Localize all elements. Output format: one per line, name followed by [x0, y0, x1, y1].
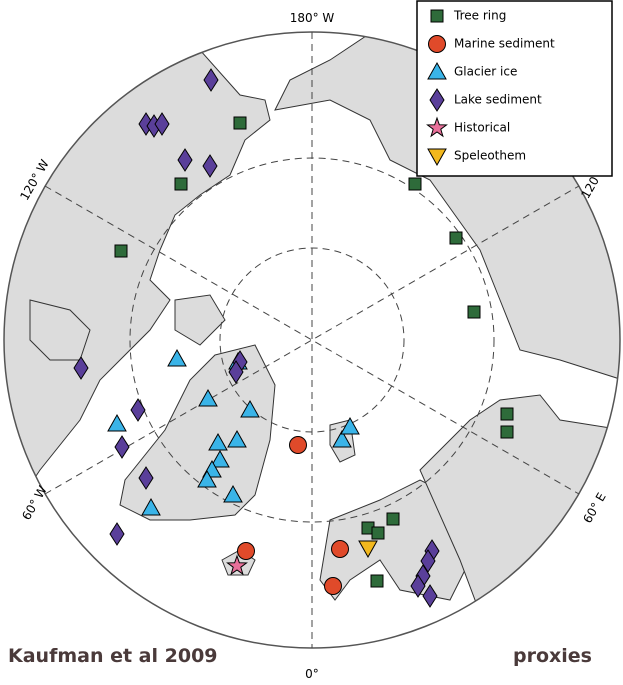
- lake-sediment-marker: [138, 466, 154, 490]
- glacier-ice-marker: [107, 413, 127, 432]
- caption: proxies: [513, 645, 592, 667]
- glacier-ice-marker: [208, 432, 228, 451]
- marine-sediment-marker: [428, 35, 446, 53]
- lake-sediment-marker: [429, 88, 445, 112]
- lake-sediment-marker: [154, 112, 170, 136]
- glacier-ice-marker: [332, 429, 352, 448]
- marine-sediment-marker: [237, 542, 255, 560]
- tree-ring-marker: [233, 116, 247, 130]
- glacier-ice-marker: [340, 416, 360, 435]
- lake-sediment-marker: [202, 154, 218, 178]
- historical-marker: [226, 554, 248, 576]
- marine-sediment-marker: [331, 540, 349, 558]
- tree-ring-marker: [500, 425, 514, 439]
- legend: Tree ring Marine sediment Glacier ice Lake …: [416, 0, 613, 177]
- lon-label: 60° W: [19, 483, 50, 522]
- tree-ring-marker: [371, 526, 385, 540]
- legend-label: Tree ring: [453, 9, 506, 23]
- glacier-ice-marker: [210, 449, 230, 468]
- marine-sediment-marker: [324, 577, 342, 595]
- glacier-ice-marker: [223, 484, 243, 503]
- lake-sediment-marker: [410, 574, 426, 598]
- credit: Kaufman et al 2009: [8, 645, 218, 667]
- tree-ring-marker: [386, 512, 400, 526]
- glacier-ice-marker: [427, 61, 447, 80]
- legend-label: Speleothem: [454, 149, 526, 163]
- tree-ring-marker: [370, 574, 384, 588]
- lake-sediment-marker: [114, 435, 130, 459]
- glacier-ice-marker: [141, 497, 161, 516]
- historical-marker: [426, 116, 448, 138]
- legend-label: Marine sediment: [454, 37, 555, 51]
- tree-ring-marker: [430, 9, 444, 23]
- lon-label: 0°: [305, 667, 319, 681]
- proxy-markers: [73, 68, 514, 608]
- glacier-ice-marker: [197, 469, 217, 488]
- lon-label: 60° E: [580, 490, 608, 525]
- tree-ring-marker: [408, 177, 422, 191]
- tree-ring-marker: [500, 407, 514, 421]
- legend-label: Lake sediment: [454, 93, 542, 107]
- lake-sediment-marker: [130, 398, 146, 422]
- lake-sediment-marker: [109, 522, 125, 546]
- lake-sediment-marker: [203, 68, 219, 92]
- legend-box: [416, 0, 613, 177]
- lake-sediment-marker: [422, 584, 438, 608]
- lon-label: 180° W: [290, 11, 335, 25]
- graticule: [44, 32, 580, 648]
- speleothem-marker: [358, 540, 378, 559]
- legend-label: Historical: [454, 121, 510, 135]
- glacier-ice-marker: [240, 399, 260, 418]
- tree-ring-marker: [449, 231, 463, 245]
- glacier-ice-marker: [167, 348, 187, 367]
- tree-ring-marker: [467, 305, 481, 319]
- lake-sediment-marker: [228, 360, 244, 384]
- legend-label: Glacier ice: [454, 65, 517, 79]
- lake-sediment-marker: [177, 148, 193, 172]
- lake-sediment-marker: [73, 356, 89, 380]
- speleothem-marker: [427, 148, 447, 167]
- glacier-ice-marker: [227, 429, 247, 448]
- marine-sediment-marker: [289, 436, 307, 454]
- tree-ring-marker: [174, 177, 188, 191]
- tree-ring-marker: [114, 244, 128, 258]
- glacier-ice-marker: [198, 388, 218, 407]
